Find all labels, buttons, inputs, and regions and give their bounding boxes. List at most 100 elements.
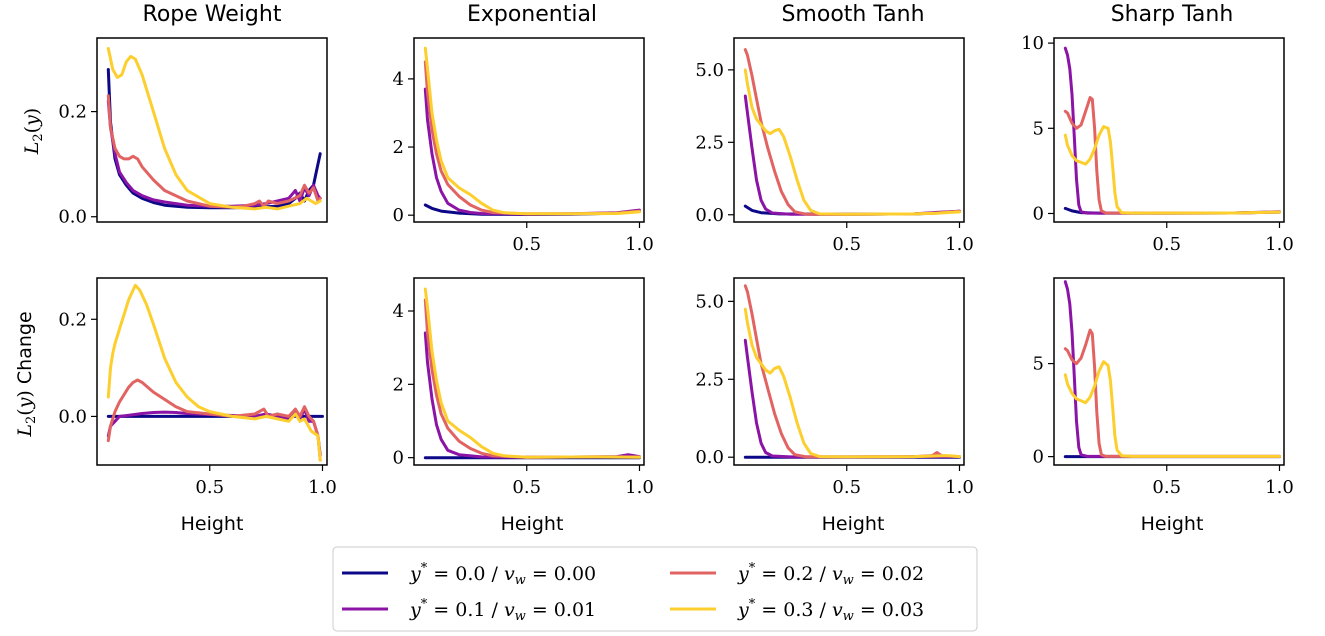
series-line-4 <box>1063 360 1281 458</box>
series-line-2 <box>743 94 961 216</box>
panel-r0-c2: 0.0 2.5 5.0 0.5 1.0 <box>695 37 974 255</box>
y-tick-label: 0.0 <box>58 207 87 228</box>
x-axis-label-col3: Height <box>822 513 885 535</box>
y-tick-label: 5 <box>1033 354 1044 375</box>
y-tick-label: 0.0 <box>58 406 87 427</box>
y-tick-label: 0 <box>393 205 404 226</box>
y-tick-label: 4 <box>393 301 404 322</box>
panel-r1-c3: 0 5 0.5 1.0 <box>1033 277 1294 498</box>
x-tick-label: 0.5 <box>1152 234 1181 255</box>
series-line-3 <box>423 298 641 459</box>
series-line-3 <box>743 284 961 459</box>
legend-label-2: y* = 0.1 / vw = 0.01 <box>409 597 596 624</box>
series-line-4 <box>1063 125 1281 215</box>
series-line-4 <box>743 307 961 459</box>
series-line-4 <box>423 46 641 216</box>
series-line-3 <box>1063 328 1281 458</box>
x-axis-label-col4: Height <box>1141 513 1204 535</box>
axes-frame <box>413 37 645 223</box>
legend-frame <box>332 546 978 632</box>
series-group <box>1063 280 1281 459</box>
legend-label-3: y* = 0.2 / vw = 0.02 <box>737 561 924 588</box>
x-tick-label: 0.5 <box>195 477 224 498</box>
y-tick-label: 0 <box>393 448 404 469</box>
series-line-3 <box>423 60 641 216</box>
panel-r0-c1: 0 2 4 0.5 1.0 <box>393 37 654 255</box>
panel-r0-c0: 0.0 0.2 <box>58 37 328 228</box>
legend-entry-3: y* = 0.2 / vw = 0.02 <box>670 561 924 588</box>
legend-label-4: y* = 0.3 / vw = 0.03 <box>737 597 924 624</box>
x-tick-label: 0.5 <box>512 234 541 255</box>
panel-r1-c1: 0 2 4 0.5 1.0 <box>393 277 654 498</box>
series-group <box>743 48 961 216</box>
x-tick-label: 1.0 <box>308 477 337 498</box>
series-line-4 <box>106 47 322 211</box>
series-group <box>743 284 961 459</box>
column-title-exponential: Exponential <box>467 2 597 27</box>
column-title-sharp-tanh: Sharp Tanh <box>1111 2 1234 27</box>
legend-label-1: y* = 0.0 / vw = 0.00 <box>409 561 596 588</box>
x-tick-label: 1.0 <box>1265 477 1294 498</box>
y-tick-label: 5.0 <box>695 291 724 312</box>
series-line-3 <box>106 378 322 462</box>
legend: y* = 0.0 / vw = 0.00 y* = 0.1 / vw = 0.0… <box>332 546 978 632</box>
series-line-2 <box>743 338 961 459</box>
axes-frame <box>1053 37 1285 223</box>
y-tick-label: 0.0 <box>695 205 724 226</box>
legend-entry-1: y* = 0.0 / vw = 0.00 <box>342 561 596 588</box>
x-tick-label: 0.5 <box>512 477 541 498</box>
y-tick-label: 2.5 <box>695 369 724 390</box>
series-group <box>423 287 641 460</box>
y-tick-label: 10 <box>1021 33 1044 54</box>
y-tick-label: 0 <box>1033 447 1044 468</box>
x-tick-label: 0.5 <box>1152 477 1181 498</box>
panel-grid: 0.0 0.2 0 2 4 0.5 1.0 0.0 2.5 5.0 0.5 1.0 0 5 10 0.5 1.0… <box>58 33 1293 498</box>
panel-r1-c2: 0.0 2.5 5.0 0.5 1.0 <box>695 277 974 498</box>
x-tick-label: 1.0 <box>945 477 974 498</box>
panel-r0-c3: 0 5 10 0.5 1.0 <box>1021 33 1294 255</box>
series-line-3 <box>1063 96 1281 215</box>
x-tick-label: 1.0 <box>625 477 654 498</box>
x-tick-label: 1.0 <box>625 234 654 255</box>
series-group <box>106 283 324 462</box>
y-tick-label: 0.0 <box>695 447 724 468</box>
series-group <box>1063 46 1281 215</box>
series-group <box>106 47 322 211</box>
axes-frame <box>1053 277 1285 466</box>
x-axis-label-col2: Height <box>501 513 564 535</box>
series-line-4 <box>106 283 322 462</box>
legend-entry-2: y* = 0.1 / vw = 0.01 <box>342 597 596 624</box>
x-tick-label: 0.5 <box>832 477 861 498</box>
y-tick-label: 0 <box>1033 203 1044 224</box>
y-tick-label: 4 <box>393 69 404 90</box>
y-tick-label: 0.2 <box>58 309 87 330</box>
axes-frame <box>733 277 965 466</box>
row-ylabel-l2: L2(y) <box>21 108 46 155</box>
x-tick-label: 1.0 <box>945 234 974 255</box>
axes-frame <box>413 277 645 466</box>
y-tick-label: 2.5 <box>695 132 724 153</box>
axes-frame <box>733 37 965 223</box>
y-tick-label: 2 <box>393 137 404 158</box>
column-title-smooth-tanh: Smooth Tanh <box>781 2 924 27</box>
y-tick-label: 5 <box>1033 118 1044 139</box>
series-line-4 <box>743 68 961 216</box>
series-line-3 <box>743 48 961 216</box>
series-line-2 <box>106 99 322 208</box>
y-tick-label: 0.2 <box>58 102 87 123</box>
axes-frame <box>96 277 328 466</box>
axes-frame <box>96 37 328 223</box>
x-tick-label: 0.5 <box>832 234 861 255</box>
y-tick-label: 5.0 <box>695 60 724 81</box>
legend-entry-4: y* = 0.3 / vw = 0.03 <box>670 597 924 624</box>
series-line-3 <box>106 94 322 209</box>
series-line-4 <box>423 287 641 459</box>
x-axis-label-col1: Height <box>181 513 244 535</box>
series-group <box>423 46 641 216</box>
row-ylabel-l2-change: L2(y) Change <box>14 311 39 437</box>
series-line-1 <box>106 68 322 210</box>
x-tick-label: 1.0 <box>1265 234 1294 255</box>
y-tick-label: 2 <box>393 374 404 395</box>
column-title-rope-weight: Rope Weight <box>143 2 282 27</box>
